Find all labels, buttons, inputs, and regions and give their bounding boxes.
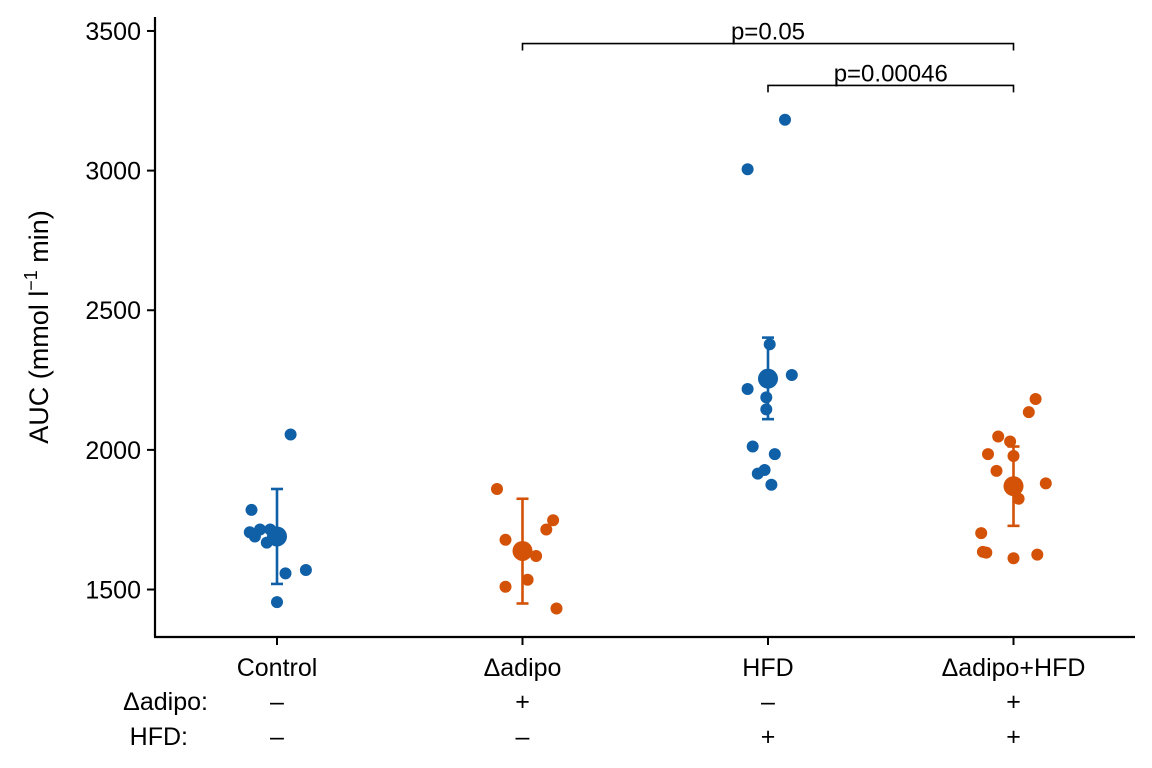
genotype-cell-1-3: + [1006,723,1021,751]
data-point-1-7 [550,602,563,615]
axes [153,17,1135,639]
data-point-2-2 [763,338,776,351]
genotype-cell-1-1: – [516,723,530,751]
data-point-3-4 [990,464,1003,477]
data-point-0-9 [271,596,283,609]
data-point-3-0 [992,430,1005,443]
genotype-cell-0-0: – [270,688,284,716]
data-point-3-6 [1029,393,1042,406]
plot-area [243,113,1052,615]
y-tick-label-2000: 2000 [85,437,141,465]
data-point-3-12 [1007,552,1020,565]
x-tick-label-2: HFD [742,654,793,682]
data-point-3-2 [982,448,994,461]
comparison-bracket-0 [521,42,1015,51]
y-axis-title-base: AUC (mmol l [24,291,54,444]
data-point-1-4 [530,550,543,563]
data-point-2-5 [760,391,773,404]
data-point-0-8 [299,563,312,576]
genotype-row-label-0: Δadipo: [123,688,208,716]
data-point-2-10 [751,467,764,480]
data-point-1-3 [521,573,534,586]
data-point-3-13 [1031,548,1044,561]
data-point-2-4 [741,383,754,395]
genotype-table: Δadipo: – + – + HFD: – – + + [123,688,1021,751]
x-ticks: Control Δadipo HFD Δadipo+HFD [237,637,1086,682]
data-point-2-1 [779,113,791,126]
y-axis-title: AUC (mmol l−1 min) [21,210,54,444]
data-point-1-0 [491,482,503,495]
mean-point-3 [1003,476,1024,497]
data-point-2-0 [741,163,754,176]
genotype-cell-0-2: – [761,688,775,716]
genotype-cell-0-3: + [1006,688,1021,716]
comparison-annotations: p=0.05 p=0.00046 [521,19,1015,93]
data-point-0-7 [279,567,292,580]
y-tick-label-3500: 3500 [85,18,141,46]
comparison-bracket-1 [767,84,1015,93]
genotype-cell-1-0: – [270,723,284,751]
genotype-row-label-1: HFD: [130,723,188,751]
y-axis-title-sup: −1 [21,270,41,291]
data-point-3-11 [980,546,993,559]
data-point-2-8 [768,448,781,461]
data-point-1-1 [499,533,512,546]
x-tick-label-3: Δadipo+HFD [942,654,1086,682]
genotype-cell-0-1: + [515,688,530,716]
y-tick-label-2500: 2500 [85,297,141,325]
data-point-3-5 [1022,406,1035,419]
genotype-cell-1-2: + [761,723,776,751]
x-tick-label-0: Control [237,654,318,682]
data-point-3-9 [975,527,988,540]
y-axis-title-tail: min) [24,210,54,270]
data-point-1-2 [499,580,512,593]
y-tick-label-3000: 3000 [85,158,141,186]
comparison-label-0: p=0.05 [731,19,805,46]
mean-point-1 [512,540,533,561]
mean-point-0 [267,526,287,547]
data-point-0-0 [245,503,258,516]
comparison-label-1: p=0.00046 [834,60,948,87]
data-point-3-7 [1039,477,1052,490]
y-ticks: 1500 2000 2500 3000 3500 [85,18,155,605]
data-point-2-11 [765,478,778,491]
data-point-0-6 [284,428,297,441]
mean-point-2 [758,368,778,389]
data-point-0-3 [254,523,266,536]
data-point-3-1 [1004,435,1017,448]
data-point-2-3 [785,369,798,382]
data-point-1-6 [547,514,560,527]
y-tick-label-1500: 1500 [85,577,141,605]
data-point-2-7 [746,440,759,453]
data-point-2-6 [760,403,773,416]
data-point-1-5 [540,523,553,536]
x-tick-label-1: Δadipo [484,654,562,682]
